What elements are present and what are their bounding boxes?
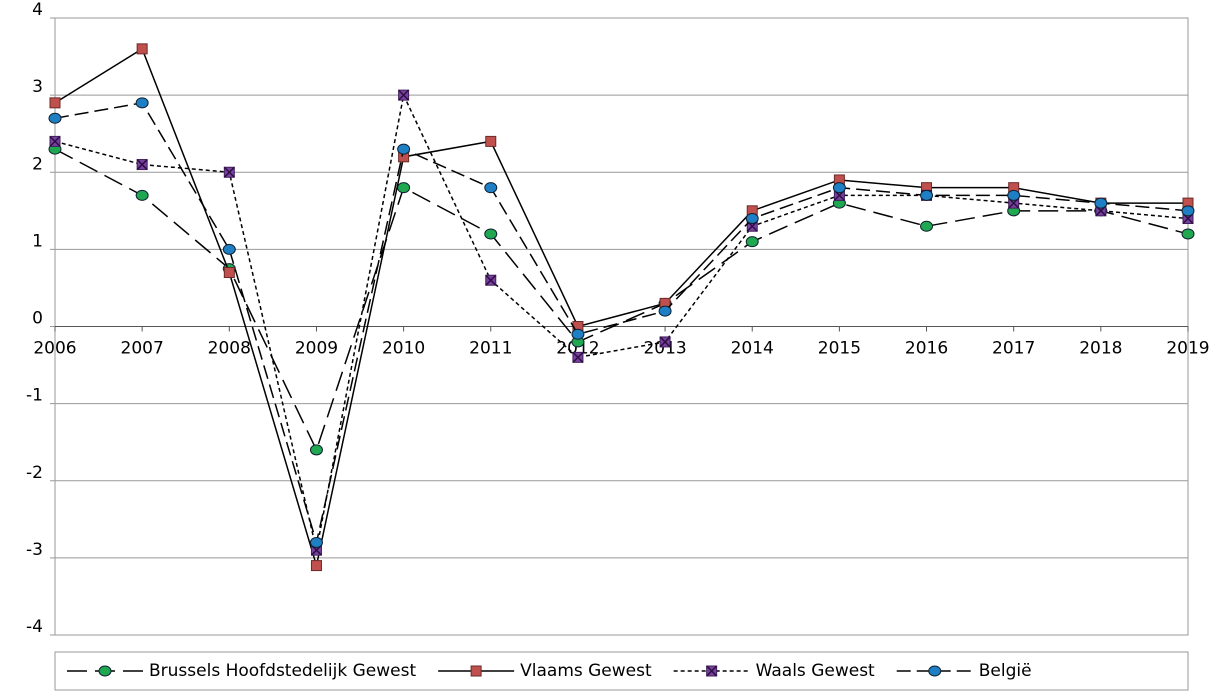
legend-label: België [979,661,1032,681]
marker [398,89,410,101]
marker-cross [659,336,671,348]
marker [223,267,235,279]
marker [309,536,323,548]
marker [223,166,235,178]
x-tick-label: 2009 [295,339,338,359]
marker [484,228,498,240]
marker [659,336,671,348]
marker [135,97,149,109]
y-tick-label: -1 [26,386,43,406]
x-tick-label: 2017 [992,339,1035,359]
y-tick-label: 0 [32,309,43,329]
x-tick-label: 2007 [121,339,164,359]
legend-box [54,651,1189,691]
marker [49,135,61,147]
marker [706,665,718,677]
marker [485,135,497,147]
marker [484,182,498,194]
legend-label: Vlaams Gewest [520,661,652,681]
marker [98,665,112,677]
marker [658,305,672,317]
legend-label: Brussels Hoofdstedelijk Gewest [149,661,416,681]
y-tick-label: 2 [32,154,43,174]
marker [136,159,148,171]
marker [832,182,846,194]
x-tick-label: 2016 [905,339,948,359]
y-tick-label: -2 [26,463,43,483]
legend-item: Brussels Hoofdstedelijk Gewest [67,661,416,681]
marker-cross [223,166,235,178]
marker [222,243,236,255]
marker-cross [572,351,584,363]
x-tick-label: 2019 [1166,339,1209,359]
series [48,97,1195,548]
y-tick-label: 4 [32,0,43,20]
marker [571,328,585,340]
x-tick-label: 2006 [33,339,76,359]
marker [1181,228,1195,240]
marker [470,665,482,677]
marker [485,274,497,286]
marker [745,213,759,225]
legend: Brussels Hoofdstedelijk Gewest Vlaams Gew… [54,651,1189,691]
marker-cross [706,665,718,677]
marker [397,143,411,155]
series-line [54,102,1189,546]
series-line [54,148,1189,452]
series-line [54,47,1188,566]
marker [397,182,411,194]
x-tick-label: 2010 [382,339,425,359]
x-tick-label: 2014 [731,339,774,359]
legend-label: Waals Gewest [756,661,875,681]
legend-item: België [896,661,1032,681]
marker [49,97,61,109]
marker [136,43,148,55]
marker [1094,197,1108,209]
legend-item: Vlaams Gewest [438,661,652,681]
marker [1181,205,1195,217]
marker [48,112,62,124]
x-tick-label: 2008 [208,339,251,359]
marker [920,189,934,201]
marker-cross [398,89,410,101]
series-line [54,92,1189,551]
marker-cross [49,135,61,147]
series [48,143,1195,456]
marker [310,560,322,572]
marker-cross [136,159,148,171]
x-tick-label: 2015 [818,339,861,359]
marker [928,665,942,677]
marker [920,220,934,232]
series [49,43,1194,572]
x-tick-label: 2012 [556,339,599,359]
marker [572,351,584,363]
x-tick-label: 2011 [469,339,512,359]
x-tick-label: 2018 [1079,339,1122,359]
y-tick-label: 1 [32,231,43,251]
y-tick-label: -4 [26,617,43,637]
series [49,89,1194,556]
y-tick-label: -3 [26,540,43,560]
marker-cross [485,274,497,286]
y-tick-label: 3 [32,77,43,97]
marker [745,236,759,248]
marker [309,444,323,456]
legend-item: Waals Gewest [673,661,875,681]
x-tick-label: 2013 [643,339,686,359]
marker [1007,189,1021,201]
marker [135,189,149,201]
